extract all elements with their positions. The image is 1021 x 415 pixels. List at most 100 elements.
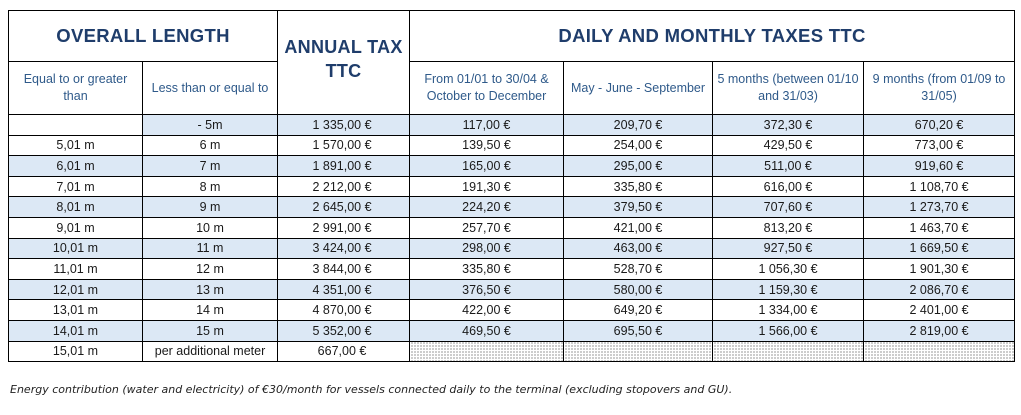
- cell-p3: [712, 340, 865, 363]
- cell-annual: 1 570,00 €: [277, 134, 411, 157]
- cell-p2: 421,00 €: [563, 216, 714, 239]
- cell-annual: 2 991,00 €: [277, 216, 411, 239]
- cell-p3: 1 566,00 €: [712, 319, 865, 342]
- cell-p3: 1 159,30 €: [712, 278, 865, 301]
- cell-p3: 372,30 €: [712, 114, 865, 136]
- cell-p2: 695,50 €: [563, 319, 714, 342]
- cell-max: 9 m: [141, 196, 279, 218]
- col-min-length-header: Equal to or greater than: [8, 61, 143, 115]
- cell-annual: 1 891,00 €: [277, 155, 411, 177]
- col-period4-header: 9 months (from 01/09 to 31/05): [863, 61, 1016, 115]
- cell-p1: 139,50 €: [409, 134, 565, 157]
- cell-max: per additional meter: [141, 340, 279, 363]
- cell-min: 11,01 m: [8, 258, 143, 280]
- cell-p1: 257,70 €: [409, 216, 565, 239]
- cell-annual: 2 212,00 €: [277, 175, 411, 198]
- cell-max: 12 m: [141, 258, 279, 280]
- daily-monthly-header: DAILY AND MONTHLY TAXES TTC: [409, 10, 1016, 62]
- cell-p3: 707,60 €: [712, 196, 865, 218]
- cell-p4: 2 819,00 €: [863, 319, 1016, 342]
- cell-p2: 379,50 €: [563, 196, 714, 218]
- cell-p2: 580,00 €: [563, 278, 714, 301]
- cell-max: 14 m: [141, 299, 279, 321]
- cell-annual: 3 424,00 €: [277, 237, 411, 260]
- overall-length-header: OVERALL LENGTH: [7, 10, 279, 62]
- cell-min: 5,01 m: [8, 134, 143, 157]
- cell-p4: 1 273,70 €: [863, 196, 1016, 218]
- col-max-length-header: Less than or equal to: [141, 61, 279, 115]
- cell-p1: 298,00 €: [409, 237, 565, 260]
- cell-p4: 1 463,70 €: [863, 216, 1016, 239]
- cell-p4: 773,00 €: [863, 134, 1016, 157]
- cell-p3: 616,00 €: [712, 175, 865, 198]
- cell-annual: 5 352,00 €: [277, 319, 411, 342]
- table-row: 15,01 m per additional meter 667,00 €: [8, 340, 1016, 363]
- cell-p2: 209,70 €: [563, 114, 714, 136]
- cell-p2: 463,00 €: [563, 237, 714, 260]
- cell-p1: 165,00 €: [409, 155, 565, 177]
- cell-min: 12,01 m: [8, 278, 143, 301]
- cell-p2: 649,20 €: [563, 299, 714, 321]
- cell-p1: 224,20 €: [409, 196, 565, 218]
- cell-min: 13,01 m: [8, 299, 143, 321]
- cell-max: 10 m: [141, 216, 279, 239]
- cell-annual: 2 645,00 €: [277, 196, 411, 218]
- cell-annual: 4 351,00 €: [277, 278, 411, 301]
- tariff-table: OVERALL LENGTH ANNUAL TAX TTC DAILY AND …: [7, 10, 1016, 363]
- cell-min: 14,01 m: [8, 319, 143, 342]
- cell-p1: [409, 340, 565, 363]
- cell-p1: 117,00 €: [409, 114, 565, 136]
- cell-min: 15,01 m: [8, 340, 143, 363]
- cell-p4: 1 669,50 €: [863, 237, 1016, 260]
- cell-annual: 3 844,00 €: [277, 258, 411, 280]
- cell-p2: 295,00 €: [563, 155, 714, 177]
- cell-p3: 429,50 €: [712, 134, 865, 157]
- cell-p3: 511,00 €: [712, 155, 865, 177]
- cell-p4: [863, 340, 1016, 363]
- cell-max: 15 m: [141, 319, 279, 342]
- cell-min: 8,01 m: [8, 196, 143, 218]
- cell-min: 9,01 m: [8, 216, 143, 239]
- cell-p4: 1 901,30 €: [863, 258, 1016, 280]
- col-period1-header: From 01/01 to 30/04 & October to Decembe…: [409, 61, 565, 115]
- cell-p2: 254,00 €: [563, 134, 714, 157]
- cell-min: 10,01 m: [8, 237, 143, 260]
- cell-p4: 670,20 €: [863, 114, 1016, 136]
- cell-p4: 2 086,70 €: [863, 278, 1016, 301]
- footnote: Energy contribution (water and electrici…: [10, 383, 733, 396]
- cell-max: 8 m: [141, 175, 279, 198]
- cell-annual: 1 335,00 €: [277, 114, 411, 136]
- cell-max: 7 m: [141, 155, 279, 177]
- table-row: - 5m 1 335,00 €117,00 €209,70 €372,30 €67…: [8, 114, 1016, 136]
- cell-p3: 1 334,00 €: [712, 299, 865, 321]
- cell-p3: 813,20 €: [712, 216, 865, 239]
- col-period2-header: May - June - September: [563, 61, 714, 115]
- cell-annual: 667,00 €: [277, 340, 411, 363]
- col-period3-header: 5 months (between 01/10 and 31/03): [712, 61, 865, 115]
- cell-p3: 927,50 €: [712, 237, 865, 260]
- cell-p1: 422,00 €: [409, 299, 565, 321]
- cell-p4: 919,60 €: [863, 155, 1016, 177]
- cell-min: 7,01 m: [8, 175, 143, 198]
- cell-min: [8, 114, 143, 136]
- cell-p1: 335,80 €: [409, 258, 565, 280]
- cell-p2: [563, 340, 714, 363]
- cell-p1: 191,30 €: [409, 175, 565, 198]
- tariff-body: - 5m 1 335,00 €117,00 €209,70 €372,30 €67…: [8, 114, 1016, 363]
- cell-p3: 1 056,30 €: [712, 258, 865, 280]
- cell-p1: 469,50 €: [409, 319, 565, 342]
- annual-tax-header: ANNUAL TAX TTC: [277, 10, 411, 115]
- cell-max: - 5m: [141, 114, 279, 136]
- cell-p2: 528,70 €: [563, 258, 714, 280]
- cell-max: 13 m: [141, 278, 279, 301]
